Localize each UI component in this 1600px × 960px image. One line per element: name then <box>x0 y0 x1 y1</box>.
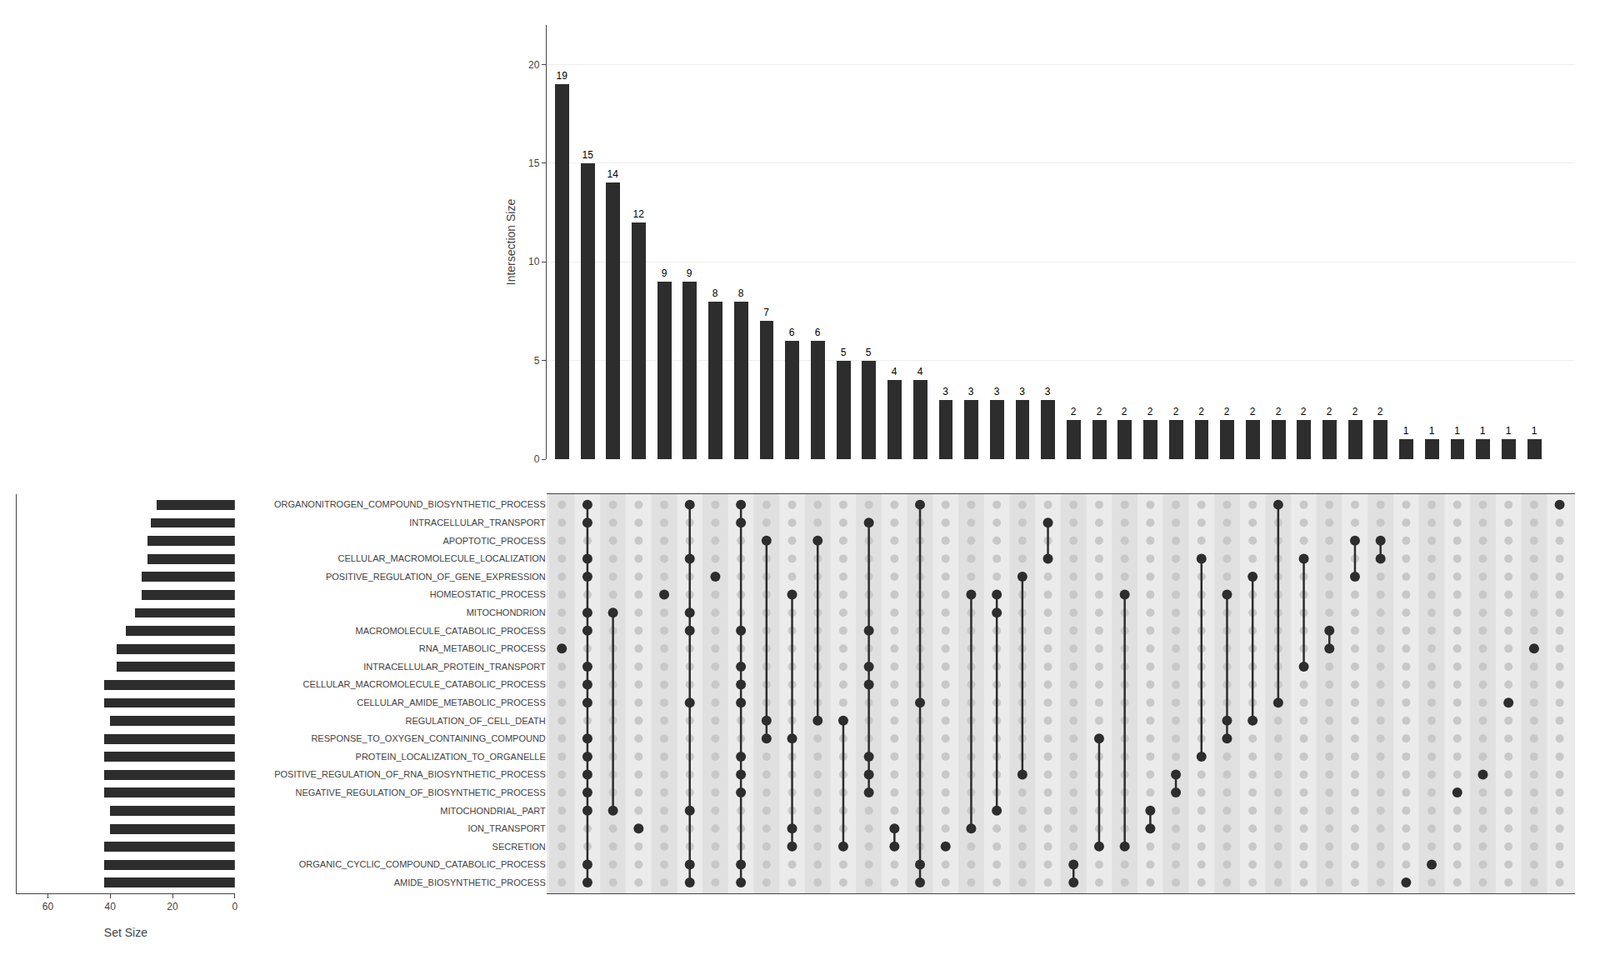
svg-text:2: 2 <box>1173 405 1180 418</box>
svg-text:APOPTOTIC_PROCESS: APOPTOTIC_PROCESS <box>443 535 546 546</box>
svg-text:3: 3 <box>994 385 1000 398</box>
svg-text:9: 9 <box>686 267 693 280</box>
svg-text:CELLULAR_MACROMOLECULE_LOCALIZ: CELLULAR_MACROMOLECULE_LOCALIZATION <box>338 553 546 564</box>
svg-text:SECRETION: SECRETION <box>492 841 546 852</box>
svg-text:1: 1 <box>1531 425 1538 437</box>
svg-text:CELLULAR_AMIDE_METABOLIC_PROCE: CELLULAR_AMIDE_METABOLIC_PROCESS <box>356 697 546 708</box>
svg-text:REGULATION_OF_CELL_DEATH: REGULATION_OF_CELL_DEATH <box>405 715 545 726</box>
svg-text:2: 2 <box>1275 405 1282 418</box>
svg-text:INTRACELLULAR_PROTEIN_TRANSPOR: INTRACELLULAR_PROTEIN_TRANSPORT <box>363 661 546 672</box>
svg-text:POSITIVE_REGULATION_OF_GENE_EX: POSITIVE_REGULATION_OF_GENE_EXPRESSION <box>325 571 546 582</box>
svg-text:AMIDE_BIOSYNTHETIC_PROCESS: AMIDE_BIOSYNTHETIC_PROCESS <box>394 877 546 888</box>
svg-text:0: 0 <box>534 453 540 465</box>
svg-text:20: 20 <box>528 59 540 71</box>
svg-text:Intersection Size: Intersection Size <box>504 199 518 286</box>
svg-text:5: 5 <box>534 355 540 367</box>
svg-text:10: 10 <box>528 255 540 268</box>
svg-text:RESPONSE_TO_OXYGEN_CONTAINING_: RESPONSE_TO_OXYGEN_CONTAINING_COMPOUND <box>310 733 545 744</box>
svg-text:4: 4 <box>891 365 898 378</box>
svg-text:CELLULAR_MACROMOLECULE_CATABOL: CELLULAR_MACROMOLECULE_CATABOLIC_PROCESS <box>303 679 546 690</box>
svg-text:6: 6 <box>789 326 795 339</box>
svg-text:19: 19 <box>555 70 568 82</box>
svg-text:2: 2 <box>1326 405 1333 418</box>
svg-text:3: 3 <box>1019 385 1025 398</box>
svg-text:6: 6 <box>815 326 821 339</box>
svg-text:ION_TRANSPORT: ION_TRANSPORT <box>467 823 546 834</box>
svg-text:5: 5 <box>865 346 872 359</box>
svg-text:0: 0 <box>231 900 238 913</box>
svg-text:2: 2 <box>1377 405 1384 418</box>
svg-text:1: 1 <box>1429 425 1435 437</box>
svg-text:2: 2 <box>1096 405 1103 418</box>
svg-text:2: 2 <box>1147 405 1154 418</box>
svg-text:RNA_METABOLIC_PROCESS: RNA_METABOLIC_PROCESS <box>419 643 546 654</box>
svg-text:POSITIVE_REGULATION_OF_RNA_BIO: POSITIVE_REGULATION_OF_RNA_BIOSYNTHETIC_… <box>274 769 546 780</box>
svg-text:MACROMOLECULE_CATABOLIC_PROCES: MACROMOLECULE_CATABOLIC_PROCESS <box>355 625 546 636</box>
svg-text:ORGANIC_CYCLIC_COMPOUND_CATABO: ORGANIC_CYCLIC_COMPOUND_CATABOLIC_PROCES… <box>299 859 546 870</box>
svg-text:2: 2 <box>1224 405 1230 418</box>
svg-text:8: 8 <box>712 287 719 300</box>
svg-text:2: 2 <box>1352 405 1359 418</box>
svg-text:60: 60 <box>42 900 55 913</box>
svg-text:3: 3 <box>968 385 975 398</box>
svg-text:5: 5 <box>840 346 847 359</box>
svg-text:2: 2 <box>1070 405 1077 418</box>
svg-text:ORGANONITROGEN_COMPOUND_BIOSYN: ORGANONITROGEN_COMPOUND_BIOSYNTHETIC_PRO… <box>274 499 546 510</box>
svg-text:2: 2 <box>1250 405 1256 418</box>
svg-text:3: 3 <box>1045 385 1051 398</box>
svg-text:NEGATIVE_REGULATION_OF_BIOSYNT: NEGATIVE_REGULATION_OF_BIOSYNTHETIC_PROC… <box>295 787 545 798</box>
svg-text:2: 2 <box>1121 405 1128 418</box>
svg-text:15: 15 <box>581 149 594 161</box>
svg-text:PROTEIN_LOCALIZATION_TO_ORGANE: PROTEIN_LOCALIZATION_TO_ORGANELLE <box>355 751 546 762</box>
svg-text:INTRACELLULAR_TRANSPORT: INTRACELLULAR_TRANSPORT <box>409 517 546 528</box>
svg-text:9: 9 <box>661 267 668 280</box>
svg-text:20: 20 <box>166 900 179 913</box>
svg-text:Set Size: Set Size <box>104 925 148 940</box>
svg-text:HOMEOSTATIC_PROCESS: HOMEOSTATIC_PROCESS <box>430 589 546 600</box>
svg-text:40: 40 <box>105 900 117 913</box>
svg-text:8: 8 <box>738 287 745 300</box>
svg-text:3: 3 <box>942 385 949 398</box>
svg-text:MITOCHONDRIAL_PART: MITOCHONDRIAL_PART <box>440 805 546 816</box>
svg-text:7: 7 <box>763 306 770 319</box>
svg-text:2: 2 <box>1198 405 1205 418</box>
svg-text:MITOCHONDRION: MITOCHONDRION <box>466 607 546 618</box>
svg-text:1: 1 <box>1454 425 1460 437</box>
svg-text:1: 1 <box>1403 425 1410 437</box>
svg-text:2: 2 <box>1300 405 1307 418</box>
svg-text:1: 1 <box>1505 425 1512 437</box>
svg-text:1: 1 <box>1480 425 1486 437</box>
svg-text:15: 15 <box>528 157 540 170</box>
svg-text:14: 14 <box>606 168 619 180</box>
svg-text:12: 12 <box>632 208 645 220</box>
svg-text:4: 4 <box>917 365 924 378</box>
